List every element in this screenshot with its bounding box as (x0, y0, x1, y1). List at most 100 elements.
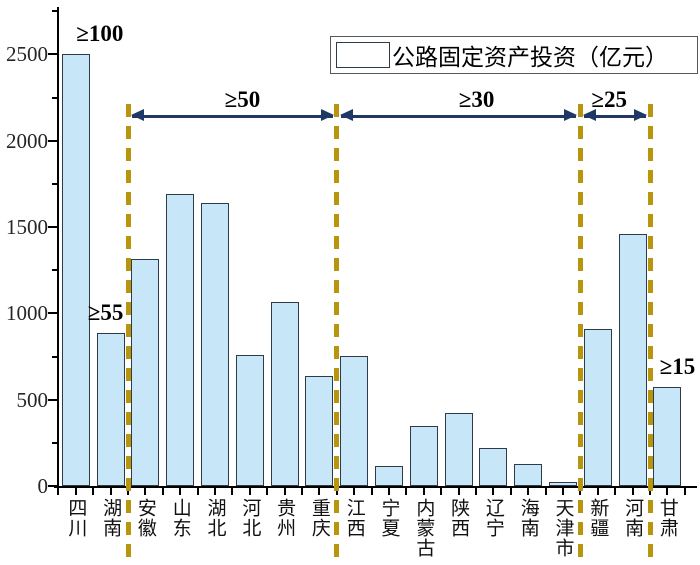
arrow-left-head-icon (339, 109, 353, 121)
y-axis-tick (47, 226, 57, 229)
y-axis-tick (47, 312, 57, 315)
arrow-left-head-icon (131, 109, 144, 121)
x-axis-tick (196, 488, 199, 495)
legend-swatch-icon (336, 42, 390, 68)
x-axis-tick (666, 488, 669, 495)
x-axis-category-label: 湖南 (100, 498, 122, 538)
x-axis-tick (266, 488, 269, 495)
range-arrow-line (132, 115, 333, 118)
x-axis-category-label: 河南 (622, 498, 644, 538)
x-axis-tick (109, 488, 112, 495)
group-separator-dashed-line (577, 104, 583, 558)
bar-annotation-label: ≥55 (87, 300, 124, 326)
x-axis-category-label: 四川 (65, 498, 87, 538)
x-axis-line (54, 486, 697, 488)
x-axis-tick (596, 488, 599, 495)
y-axis-minor-tick (51, 182, 57, 185)
bar (409, 425, 438, 486)
legend-label: 公路固定资产投资（亿元） (392, 45, 668, 70)
group-separator-dashed-line (125, 104, 131, 558)
x-axis-tick (422, 488, 425, 495)
x-axis-category-label: 重庆 (308, 498, 330, 538)
y-axis-line (56, 7, 59, 488)
x-axis-tick (179, 488, 182, 495)
x-axis-tick (614, 488, 617, 495)
x-axis-tick (283, 488, 286, 495)
group-separator-dashed-line (334, 104, 340, 558)
arrow-right-head-icon (320, 109, 334, 121)
y-axis-tick (47, 485, 57, 487)
y-axis-tick-label: 1000 (6, 301, 48, 326)
bar (131, 258, 160, 486)
x-axis-tick (144, 488, 147, 495)
range-annotation-label: ≥30 (458, 87, 495, 112)
y-axis-minor-tick (51, 355, 57, 358)
x-axis-tick (544, 488, 547, 495)
bar-annotation-label: ≥100 (76, 21, 124, 47)
y-axis-tick-label: 1500 (6, 215, 48, 240)
arrow-left-head-icon (583, 109, 597, 121)
x-axis-tick (74, 488, 77, 495)
legend: 公路固定资产投资（亿元） (330, 36, 698, 74)
x-axis-category-label: 甘肃 (656, 498, 678, 538)
x-axis-tick (457, 488, 460, 495)
x-axis-tick (683, 488, 686, 495)
y-axis-minor-tick (51, 441, 57, 444)
x-axis-tick (562, 488, 564, 495)
x-axis-tick (527, 488, 530, 495)
bar (618, 233, 647, 486)
range-annotation-label: ≥25 (591, 87, 627, 112)
arrow-right-head-icon (634, 109, 647, 121)
bar (653, 386, 682, 486)
bar (201, 202, 229, 486)
y-axis-tick-label: 0 (37, 474, 49, 498)
x-axis-tick (214, 488, 216, 495)
bar (340, 355, 369, 486)
x-axis-tick (631, 488, 634, 495)
x-axis-tick (509, 488, 512, 495)
x-axis-tick (475, 488, 477, 495)
bar (444, 412, 473, 486)
y-axis-tick (47, 53, 57, 56)
x-axis-tick (353, 488, 356, 495)
y-axis-tick (47, 398, 57, 401)
x-axis-tick (370, 488, 373, 495)
x-axis-category-label: 天津市 (552, 498, 574, 558)
bar (166, 194, 195, 486)
x-axis-category-label: 宁夏 (378, 498, 400, 538)
bar-annotation-label: ≥15 (659, 353, 696, 379)
x-axis-tick (492, 488, 495, 495)
y-axis-minor-tick (51, 96, 57, 99)
bar (583, 328, 612, 486)
y-axis-tick-label: 2000 (6, 128, 48, 153)
range-arrow-line (584, 115, 646, 118)
y-axis-minor-tick (51, 10, 57, 13)
x-axis-category-label: 辽宁 (482, 498, 504, 538)
x-axis-category-label: 山东 (169, 498, 191, 538)
x-axis-tick (301, 488, 303, 495)
bar (61, 54, 90, 486)
range-arrow-line (340, 115, 577, 118)
x-axis-category-label: 贵州 (274, 498, 296, 538)
y-axis-minor-tick (51, 269, 57, 272)
y-axis-tick-label: 2500 (6, 42, 48, 67)
x-axis-tick (92, 488, 95, 495)
x-axis-category-label: 陕西 (448, 498, 470, 538)
x-axis-tick (57, 488, 60, 495)
bar (235, 354, 264, 486)
x-axis-tick (388, 488, 390, 495)
bar (514, 464, 543, 486)
x-axis-category-label: 内蒙古 (413, 498, 435, 558)
x-axis-category-label: 江西 (343, 498, 365, 538)
range-annotation-label: ≥50 (224, 87, 261, 112)
x-axis-category-label: 湖北 (204, 498, 226, 538)
bar (270, 302, 299, 486)
group-separator-dashed-line (647, 104, 653, 558)
arrow-right-head-icon (564, 109, 578, 121)
bar (375, 466, 403, 486)
x-axis-tick (248, 488, 251, 495)
x-axis-category-label: 河北 (239, 498, 261, 538)
x-axis-tick (405, 488, 408, 495)
x-axis-tick (231, 488, 234, 495)
